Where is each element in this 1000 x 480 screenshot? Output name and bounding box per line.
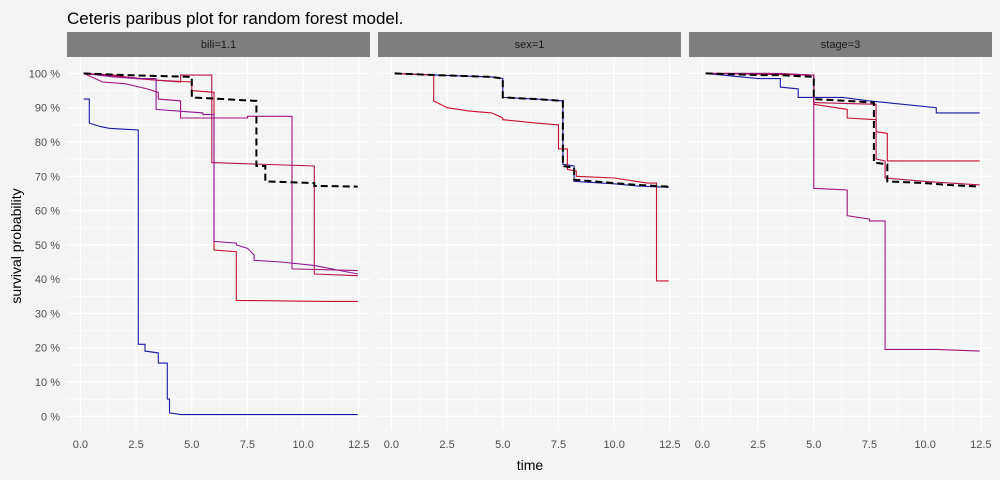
series-line-1 <box>705 72 980 114</box>
x-tick-label: 10.0 <box>603 439 624 451</box>
x-axis-label: time <box>517 457 544 473</box>
facet-label: bili=1.1 <box>201 39 236 51</box>
y-tick-label: 10 % <box>35 377 60 389</box>
x-tick-label: 12.5 <box>659 439 680 451</box>
x-tick-label: 12.5 <box>348 439 369 451</box>
series-line-1 <box>83 98 358 416</box>
reference-line <box>394 72 669 188</box>
x-tick-label: 5.0 <box>495 439 510 451</box>
facet-strip <box>689 32 992 57</box>
y-axis-label: survival probability <box>8 188 24 303</box>
x-tick-label: 0.0 <box>695 439 710 451</box>
x-tick-label: 2.5 <box>750 439 765 451</box>
gridlines <box>689 58 992 430</box>
panel-3: stage=3 0.0 2.5 5.0 7.5 10.0 12.5 <box>689 32 992 451</box>
reference-line <box>705 72 980 188</box>
x-tick-label: 0.0 <box>384 439 399 451</box>
x-tick-label: 5.0 <box>184 439 199 451</box>
series-line-3 <box>705 72 980 186</box>
y-tick-label: 30 % <box>35 308 60 320</box>
facet-strip <box>378 32 681 57</box>
y-tick-label: 70 % <box>35 171 60 183</box>
y-tick-label: 40 % <box>35 274 60 286</box>
panel-2: sex=1 0.0 2.5 5.0 7.5 10.0 12.5 <box>378 32 681 451</box>
x-tick-label: 2.5 <box>439 439 454 451</box>
y-tick-label: 50 % <box>35 240 60 252</box>
facet-strip <box>67 32 370 57</box>
y-tick-label: 80 % <box>35 137 60 149</box>
x-tick-label: 7.5 <box>551 439 566 451</box>
series-line-5 <box>83 72 358 275</box>
x-tick-label: 0.0 <box>73 439 88 451</box>
x-tick-label: 7.5 <box>862 439 877 451</box>
x-tick-label: 2.5 <box>128 439 143 451</box>
series-line-2 <box>705 72 980 162</box>
series-line-4 <box>705 72 980 352</box>
gridlines <box>67 58 370 430</box>
series-line-2 <box>394 72 669 282</box>
x-tick-label: 10.0 <box>292 439 313 451</box>
reference-line <box>83 72 358 188</box>
panel-1: bili=1.1 0.0 2.5 5.0 7.5 10.0 12.5 <box>67 32 370 451</box>
facet-label: sex=1 <box>515 39 545 51</box>
chart-title: Ceteris paribus plot for random forest m… <box>67 9 403 28</box>
x-tick-label: 5.0 <box>806 439 821 451</box>
x-tick-label: 10.0 <box>914 439 935 451</box>
y-axis-ticks: 0 % 10 % 20 % 30 % 40 % 50 % 60 % 70 % 80 % 90 % 1… <box>29 68 60 423</box>
facet-label: stage=3 <box>821 39 860 51</box>
series-line-4 <box>83 72 358 272</box>
y-tick-label: 100 % <box>29 68 60 80</box>
y-tick-label: 20 % <box>35 343 60 355</box>
x-tick-label: 12.5 <box>970 439 991 451</box>
gridlines <box>378 58 681 430</box>
y-tick-label: 0 % <box>41 411 60 423</box>
y-tick-label: 60 % <box>35 206 60 218</box>
y-tick-label: 90 % <box>35 103 60 115</box>
x-tick-label: 7.5 <box>240 439 255 451</box>
panels: bili=1.1 0.0 2.5 5.0 7.5 10.0 12.5 sex=1 0.0 2.5 5… <box>67 32 992 451</box>
